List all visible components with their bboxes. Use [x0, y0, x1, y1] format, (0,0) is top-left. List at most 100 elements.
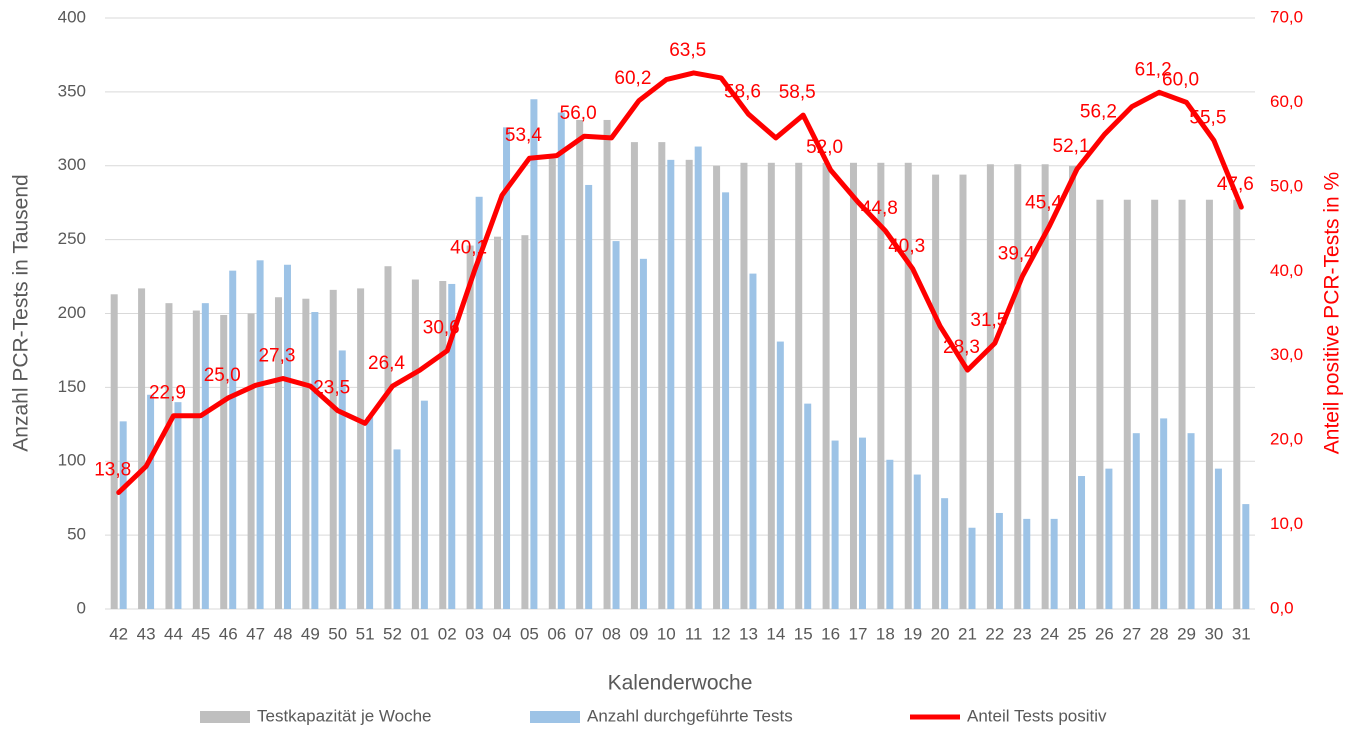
bar [1187, 433, 1195, 609]
bar [749, 273, 757, 609]
bar [822, 162, 830, 610]
x-tick-label: 47 [246, 624, 265, 643]
x-tick-label: 11 [685, 624, 703, 643]
y-tick-label: 250 [58, 229, 86, 248]
bar [576, 119, 584, 609]
bar [713, 165, 721, 609]
x-tick-label: 02 [438, 624, 457, 643]
x-tick-label: 28 [1150, 624, 1169, 643]
bar [1151, 199, 1159, 610]
x-tick-label: 26 [1095, 624, 1114, 643]
x-tick-label: 43 [137, 624, 156, 643]
legend-label: Anzahl durchgeführte Tests [587, 706, 793, 725]
bar [311, 312, 319, 609]
bar [986, 164, 994, 609]
bar [174, 402, 182, 609]
data-label: 52,0 [806, 137, 843, 158]
bar [694, 146, 702, 610]
x-tick-label: 22 [985, 624, 1004, 643]
bar [658, 142, 666, 610]
x-tick-label: 24 [1040, 624, 1059, 643]
bar [475, 196, 483, 609]
y2-tick-label: 50,0 [1270, 176, 1303, 195]
y2-tick-label: 60,0 [1270, 92, 1303, 111]
x-tick-label: 20 [931, 624, 950, 643]
x-tick-label: 25 [1068, 624, 1087, 643]
x-tick-label: 17 [849, 624, 868, 643]
data-label: 45,4 [1025, 193, 1062, 214]
bar [521, 235, 529, 609]
bar [585, 184, 593, 609]
x-tick-label: 14 [766, 624, 785, 643]
x-tick-label: 05 [520, 624, 539, 643]
x-tick-label: 48 [274, 624, 293, 643]
bar [804, 403, 812, 609]
bar [1069, 165, 1077, 609]
bar [411, 279, 419, 609]
data-label: 40,1 [450, 237, 487, 258]
y2-tick-label: 70,0 [1270, 7, 1303, 26]
x-tick-label: 18 [876, 624, 895, 643]
bar [1178, 199, 1186, 610]
x-tick-label: 52 [383, 624, 402, 643]
bar [448, 283, 456, 609]
bar [1023, 518, 1031, 609]
x-axis-title: Kalenderwoche [608, 672, 753, 695]
x-tick-label: 27 [1122, 624, 1141, 643]
bar [1132, 433, 1140, 609]
bar [1214, 468, 1222, 609]
bar [959, 174, 967, 610]
bar [439, 280, 447, 609]
bar [1041, 164, 1049, 609]
bar [119, 421, 127, 609]
bar [1078, 476, 1086, 609]
bar [685, 159, 693, 609]
bar [220, 314, 228, 609]
bar [247, 313, 255, 609]
data-label: 55,5 [1189, 107, 1226, 128]
bar [639, 258, 647, 609]
y-tick-label: 50 [67, 525, 86, 544]
y-tick-label: 100 [58, 451, 86, 470]
bar [165, 303, 173, 609]
data-label: 22,9 [149, 383, 186, 404]
bar [858, 437, 866, 609]
bar [548, 158, 556, 610]
bar [904, 162, 912, 610]
y-tick-label: 200 [58, 303, 86, 322]
legend-swatch [530, 711, 580, 723]
x-tick-label: 29 [1177, 624, 1196, 643]
bar [1233, 199, 1241, 610]
bar [192, 310, 200, 609]
y2-tick-label: 0,0 [1270, 598, 1294, 617]
legend-swatch [200, 711, 250, 723]
x-tick-label: 13 [739, 624, 758, 643]
data-label: 27,3 [258, 346, 295, 367]
bar [1205, 199, 1213, 610]
bar [886, 459, 894, 609]
data-label: 25,0 [204, 365, 241, 386]
y-tick-label: 400 [58, 7, 86, 26]
bar [776, 341, 784, 609]
bar [1050, 518, 1058, 609]
x-tick-label: 50 [328, 624, 347, 643]
bar [1242, 504, 1250, 609]
bar [995, 512, 1003, 609]
bar [393, 449, 401, 609]
data-label: 13,8 [94, 460, 131, 481]
bar [229, 270, 237, 609]
data-label: 39,4 [998, 243, 1035, 264]
data-label: 58,6 [724, 81, 761, 102]
bar [877, 162, 885, 610]
bar [913, 474, 921, 609]
y-tick-label: 300 [58, 155, 86, 174]
bar [256, 260, 264, 609]
bar [201, 303, 209, 609]
data-label: 61,2 [1135, 59, 1172, 80]
bar [603, 119, 611, 609]
y-tick-label: 350 [58, 81, 86, 100]
x-tick-label: 04 [493, 624, 512, 643]
y2-tick-label: 30,0 [1270, 345, 1303, 364]
x-tick-label: 16 [821, 624, 840, 643]
